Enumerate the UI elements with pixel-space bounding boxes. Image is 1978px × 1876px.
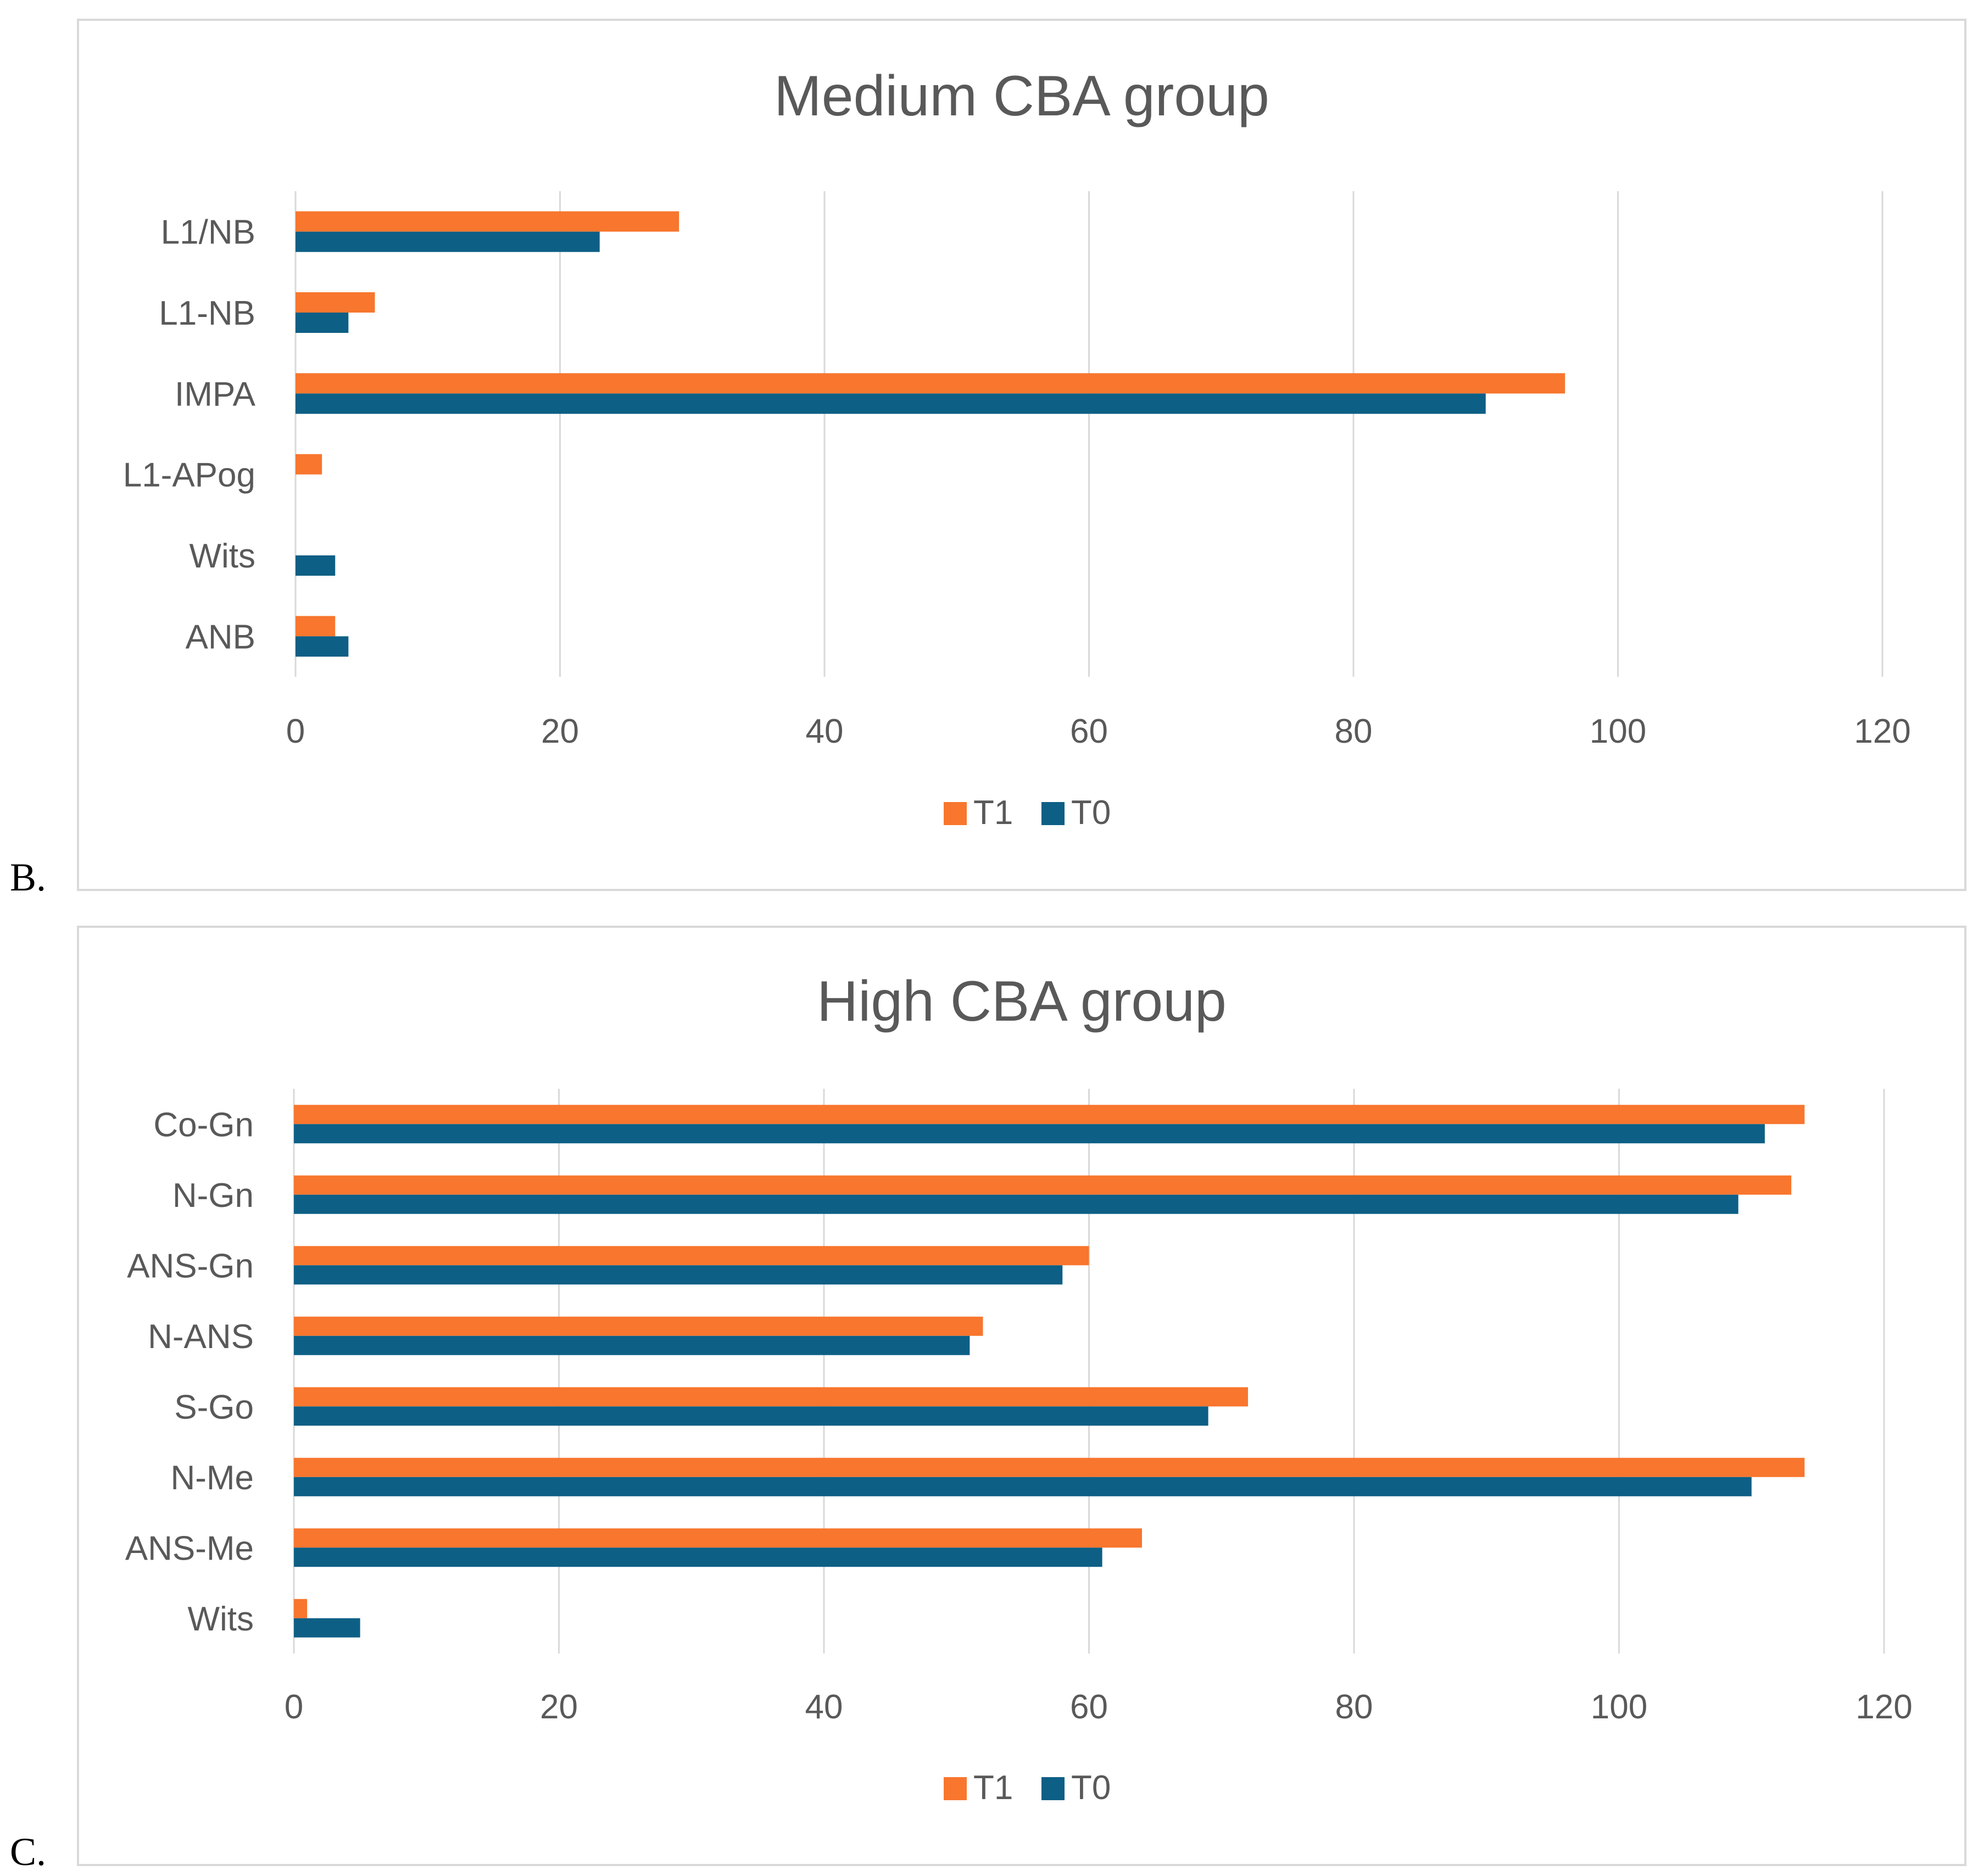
bar-high-t1-ans-gn xyxy=(294,1246,1089,1266)
bar-medium-t0-anb xyxy=(296,636,349,657)
category-label-medium-wits: Wits xyxy=(189,537,255,575)
bar-high-t0-co-gn xyxy=(294,1124,1765,1144)
bar-medium-t0-wits xyxy=(296,555,336,576)
bar-high-t0-wits xyxy=(294,1618,360,1638)
bar-high-t0-s-go xyxy=(294,1406,1208,1426)
legend-label-high-t0: T0 xyxy=(1071,1769,1111,1807)
x-tick-label-high-120: 120 xyxy=(1856,1688,1912,1726)
bar-high-t1-n-gn xyxy=(294,1175,1792,1195)
category-label-high-s-go: S-Go xyxy=(174,1388,254,1426)
bar-high-t1-n-ans xyxy=(294,1316,983,1336)
bar-high-t0-n-gn xyxy=(294,1194,1739,1214)
x-tick-label-medium-20: 20 xyxy=(541,712,579,750)
bar-high-t0-n-ans xyxy=(294,1335,970,1355)
bar-medium-t1-l1-apog xyxy=(296,454,322,475)
x-tick-label-high-80: 80 xyxy=(1335,1688,1373,1726)
category-label-medium-l1-nb: L1/NB xyxy=(161,214,255,252)
category-label-high-n-me: N-Me xyxy=(170,1459,254,1497)
category-label-high-n-gn: N-Gn xyxy=(172,1177,254,1215)
legend-swatch-high-t1 xyxy=(944,1777,967,1800)
x-tick-label-high-40: 40 xyxy=(805,1688,843,1726)
bar-medium-t0-impa xyxy=(296,393,1486,414)
category-label-medium-l1-nb: L1-NB xyxy=(159,294,255,332)
bar-medium-t1-l1-nb xyxy=(296,211,679,232)
x-tick-label-medium-0: 0 xyxy=(286,712,305,750)
panel-label-c: C. xyxy=(10,1830,47,1874)
x-tick-label-high-100: 100 xyxy=(1591,1688,1647,1726)
bar-high-t1-s-go xyxy=(294,1387,1248,1407)
category-label-high-co-gn: Co-Gn xyxy=(153,1106,254,1144)
x-tick-label-medium-40: 40 xyxy=(806,712,844,750)
panel-label-b: B. xyxy=(10,855,47,899)
bar-high-t1-n-me xyxy=(294,1457,1805,1477)
bar-medium-t1-anb xyxy=(296,616,336,637)
legend-swatch-high-t0 xyxy=(1041,1777,1065,1800)
x-tick-label-high-20: 20 xyxy=(540,1688,578,1726)
bar-medium-t0-l1-nb xyxy=(296,231,600,252)
chart-panel-medium xyxy=(77,19,1966,891)
legend-label-high-t1: T1 xyxy=(973,1769,1013,1807)
category-label-medium-anb: ANB xyxy=(186,618,255,656)
bar-high-t1-ans-me xyxy=(294,1528,1142,1548)
bar-medium-t1-impa xyxy=(296,373,1565,394)
x-tick-label-high-0: 0 xyxy=(285,1688,303,1726)
chart-title-high: High CBA group xyxy=(817,970,1227,1033)
x-tick-label-medium-120: 120 xyxy=(1854,712,1910,750)
category-label-medium-impa: IMPA xyxy=(175,375,256,413)
x-tick-label-high-60: 60 xyxy=(1070,1688,1108,1726)
x-tick-label-medium-60: 60 xyxy=(1070,712,1108,750)
legend-swatch-medium-t1 xyxy=(944,802,967,825)
bar-high-t0-ans-gn xyxy=(294,1265,1063,1285)
bar-medium-t0-l1-nb xyxy=(296,313,349,333)
bar-high-t0-ans-me xyxy=(294,1547,1102,1567)
chart-title-medium: Medium CBA group xyxy=(774,64,1269,128)
bar-high-t1-co-gn xyxy=(294,1105,1805,1125)
category-label-medium-l1-apog: L1-APog xyxy=(123,457,255,494)
bar-high-t1-wits xyxy=(294,1599,308,1618)
x-tick-label-medium-100: 100 xyxy=(1590,712,1646,750)
legend-label-medium-t1: T1 xyxy=(973,794,1013,832)
category-label-high-wits: Wits xyxy=(187,1600,254,1638)
bar-high-t0-n-me xyxy=(294,1477,1752,1496)
category-label-high-ans-me: ANS-Me xyxy=(125,1529,254,1567)
bar-medium-t1-l1-nb xyxy=(296,292,375,313)
x-tick-label-medium-80: 80 xyxy=(1335,712,1373,750)
legend-label-medium-t0: T0 xyxy=(1071,794,1111,832)
category-label-high-ans-gn: ANS-Gn xyxy=(127,1247,254,1285)
category-label-high-n-ans: N-ANS xyxy=(148,1318,254,1356)
legend-swatch-medium-t0 xyxy=(1041,802,1065,825)
